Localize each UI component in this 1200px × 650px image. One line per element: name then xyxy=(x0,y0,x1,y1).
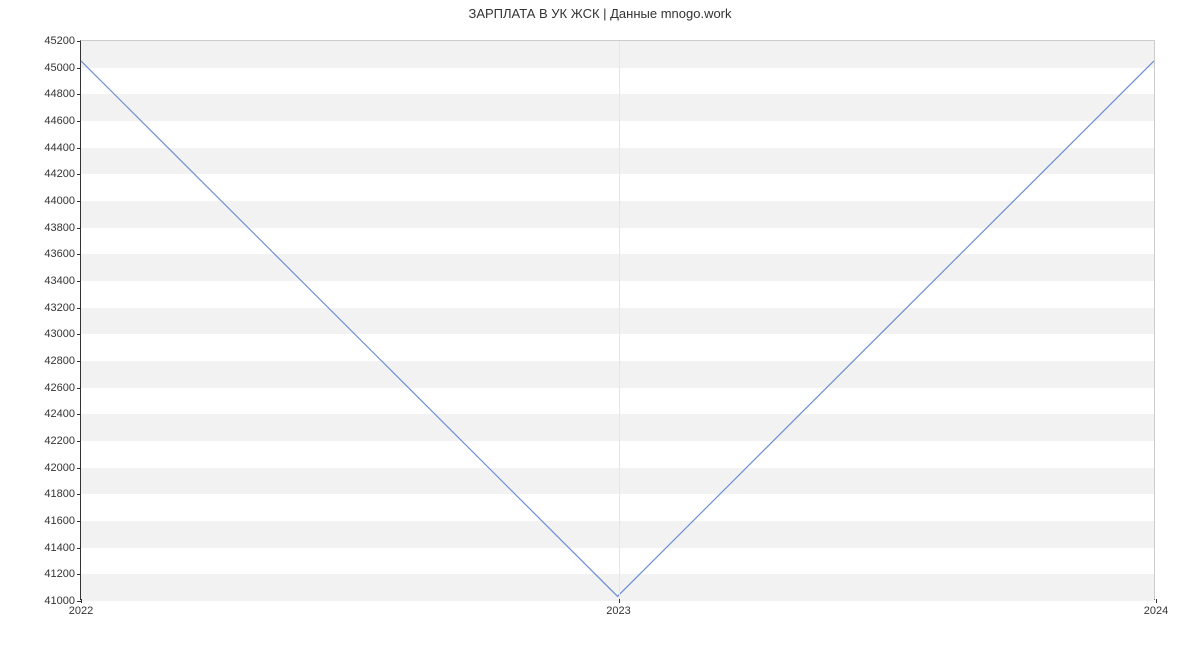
y-tick-mark xyxy=(77,174,81,175)
y-tick-label: 44000 xyxy=(44,195,75,207)
y-tick-mark xyxy=(77,68,81,69)
y-tick-mark xyxy=(77,121,81,122)
y-tick-label: 41400 xyxy=(44,542,75,554)
y-tick-mark xyxy=(77,41,81,42)
chart-title: ЗАРПЛАТА В УК ЖСК | Данные mnogo.work xyxy=(0,6,1200,21)
y-tick-mark xyxy=(77,94,81,95)
x-tick-label: 2024 xyxy=(1144,605,1168,617)
x-tick-mark xyxy=(1156,599,1157,603)
y-tick-mark xyxy=(77,468,81,469)
y-tick-label: 43200 xyxy=(44,302,75,314)
x-gridline xyxy=(619,41,620,599)
y-tick-label: 44600 xyxy=(44,115,75,127)
y-tick-label: 42600 xyxy=(44,382,75,394)
y-tick-label: 42800 xyxy=(44,355,75,367)
y-tick-mark xyxy=(77,334,81,335)
y-tick-label: 41600 xyxy=(44,515,75,527)
y-tick-mark xyxy=(77,281,81,282)
y-tick-label: 43400 xyxy=(44,275,75,287)
y-tick-label: 44400 xyxy=(44,142,75,154)
y-tick-label: 44200 xyxy=(44,168,75,180)
y-tick-mark xyxy=(77,414,81,415)
y-tick-label: 41800 xyxy=(44,488,75,500)
y-tick-mark xyxy=(77,441,81,442)
y-tick-label: 45000 xyxy=(44,62,75,74)
plot-area: 4100041200414004160041800420004220042400… xyxy=(80,40,1155,600)
x-tick-label: 2023 xyxy=(606,605,630,617)
y-tick-label: 42400 xyxy=(44,408,75,420)
x-tick-mark xyxy=(81,599,82,603)
y-tick-mark xyxy=(77,254,81,255)
y-tick-mark xyxy=(77,361,81,362)
y-tick-mark xyxy=(77,308,81,309)
x-tick-mark xyxy=(619,599,620,603)
y-tick-label: 42000 xyxy=(44,462,75,474)
y-tick-mark xyxy=(77,574,81,575)
x-tick-label: 2022 xyxy=(69,605,93,617)
y-tick-label: 43000 xyxy=(44,328,75,340)
y-tick-label: 43600 xyxy=(44,248,75,260)
y-tick-label: 42200 xyxy=(44,435,75,447)
y-tick-mark xyxy=(77,228,81,229)
y-tick-label: 44800 xyxy=(44,88,75,100)
y-tick-label: 41200 xyxy=(44,568,75,580)
y-tick-mark xyxy=(77,494,81,495)
y-tick-mark xyxy=(77,148,81,149)
line-series xyxy=(81,41,1154,599)
y-tick-label: 45200 xyxy=(44,35,75,47)
y-tick-label: 43800 xyxy=(44,222,75,234)
chart-container: ЗАРПЛАТА В УК ЖСК | Данные mnogo.work 41… xyxy=(0,0,1200,650)
y-tick-mark xyxy=(77,388,81,389)
y-tick-mark xyxy=(77,521,81,522)
y-tick-mark xyxy=(77,548,81,549)
y-tick-mark xyxy=(77,201,81,202)
